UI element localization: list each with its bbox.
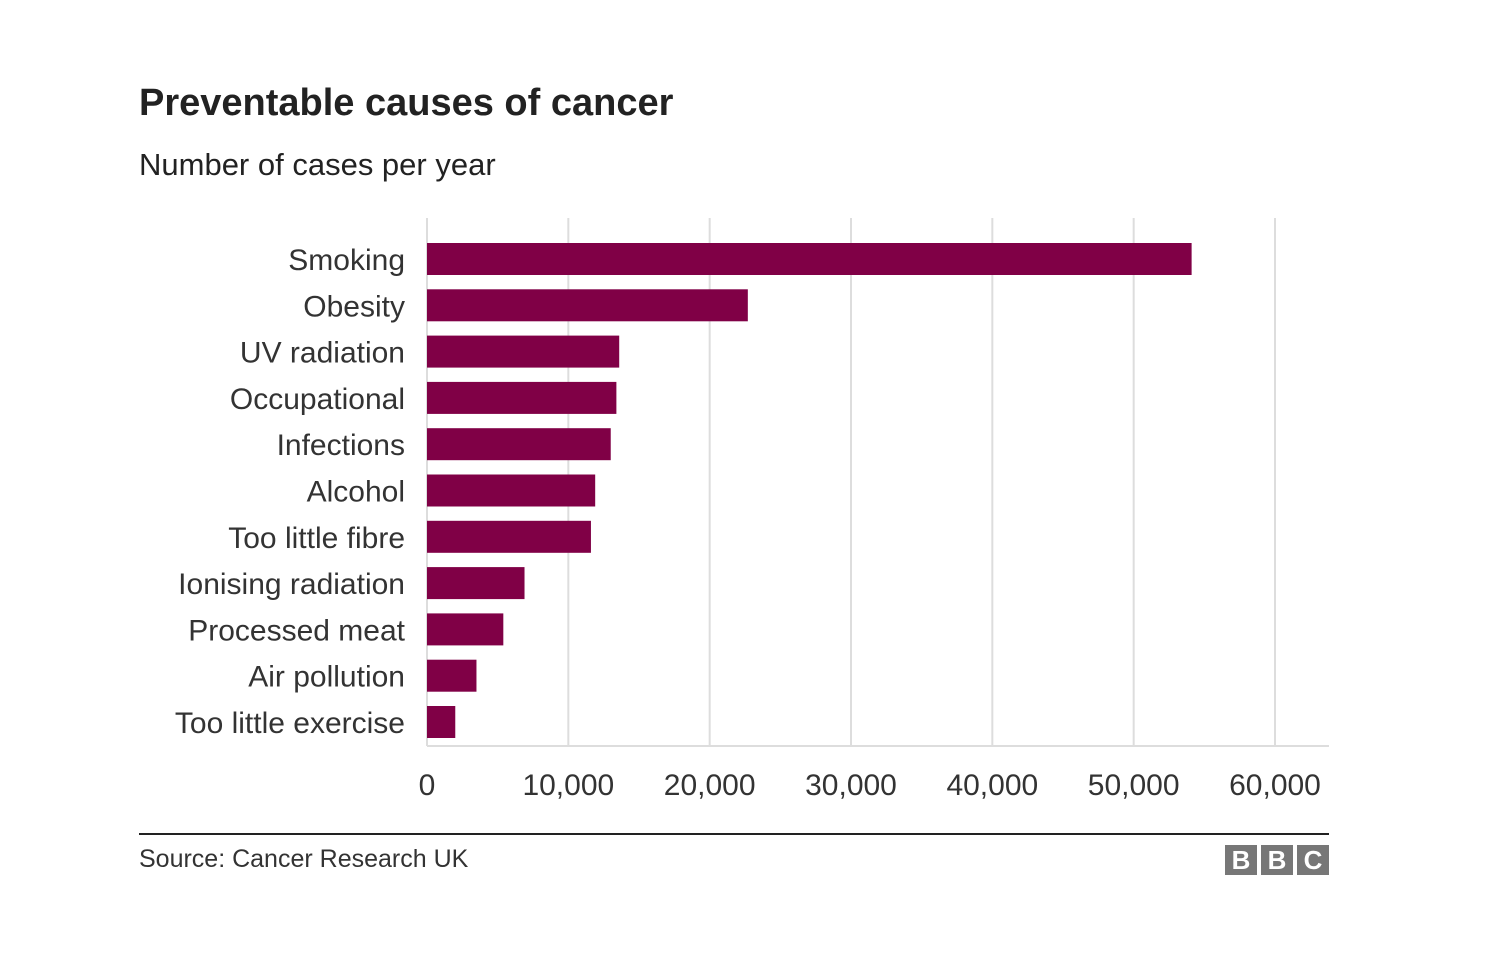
bar [427, 706, 456, 738]
bar [427, 613, 504, 646]
bar [427, 335, 620, 368]
bbc-logo: B B C [1225, 845, 1329, 875]
x-tick-label: 10,000 [522, 769, 614, 802]
category-label: Infections [277, 429, 405, 462]
bar [427, 520, 591, 553]
category-label: Obesity [303, 290, 405, 323]
bar [427, 428, 611, 461]
x-tick-label: 40,000 [946, 769, 1038, 802]
category-label: Air pollution [248, 661, 405, 694]
bar-chart: 0 10,000 20,000 30,000 40,000 50,000 60,000 Smo… [175, 218, 1329, 802]
bar [427, 289, 748, 322]
x-tick-label: 50,000 [1088, 769, 1180, 802]
category-label: Smoking [288, 244, 405, 277]
logo-letter: C [1297, 845, 1329, 875]
bar [427, 381, 617, 414]
x-tick-label: 60,000 [1229, 769, 1321, 802]
logo-letter: B [1225, 845, 1257, 875]
category-label: Occupational [230, 383, 405, 416]
category-label: Too little exercise [175, 707, 405, 740]
chart-subtitle: Number of cases per year [139, 147, 496, 182]
chart-title: Preventable causes of cancer [139, 82, 674, 124]
bar [427, 567, 525, 600]
footer-divider [139, 833, 1329, 835]
category-label: Ionising radiation [178, 568, 405, 601]
category-label: Processed meat [188, 614, 405, 647]
logo-letter: B [1261, 845, 1293, 875]
source-note: Source: Cancer Research UK [139, 845, 469, 873]
category-label: Alcohol [307, 476, 405, 509]
category-label: Too little fibre [228, 522, 405, 555]
x-tick-label: 30,000 [805, 769, 897, 802]
category-label: UV radiation [240, 337, 405, 370]
x-tick-label: 20,000 [664, 769, 756, 802]
bar [427, 659, 477, 692]
x-tick-label: 0 [419, 769, 436, 802]
bar [427, 474, 596, 507]
bar [427, 243, 1192, 275]
